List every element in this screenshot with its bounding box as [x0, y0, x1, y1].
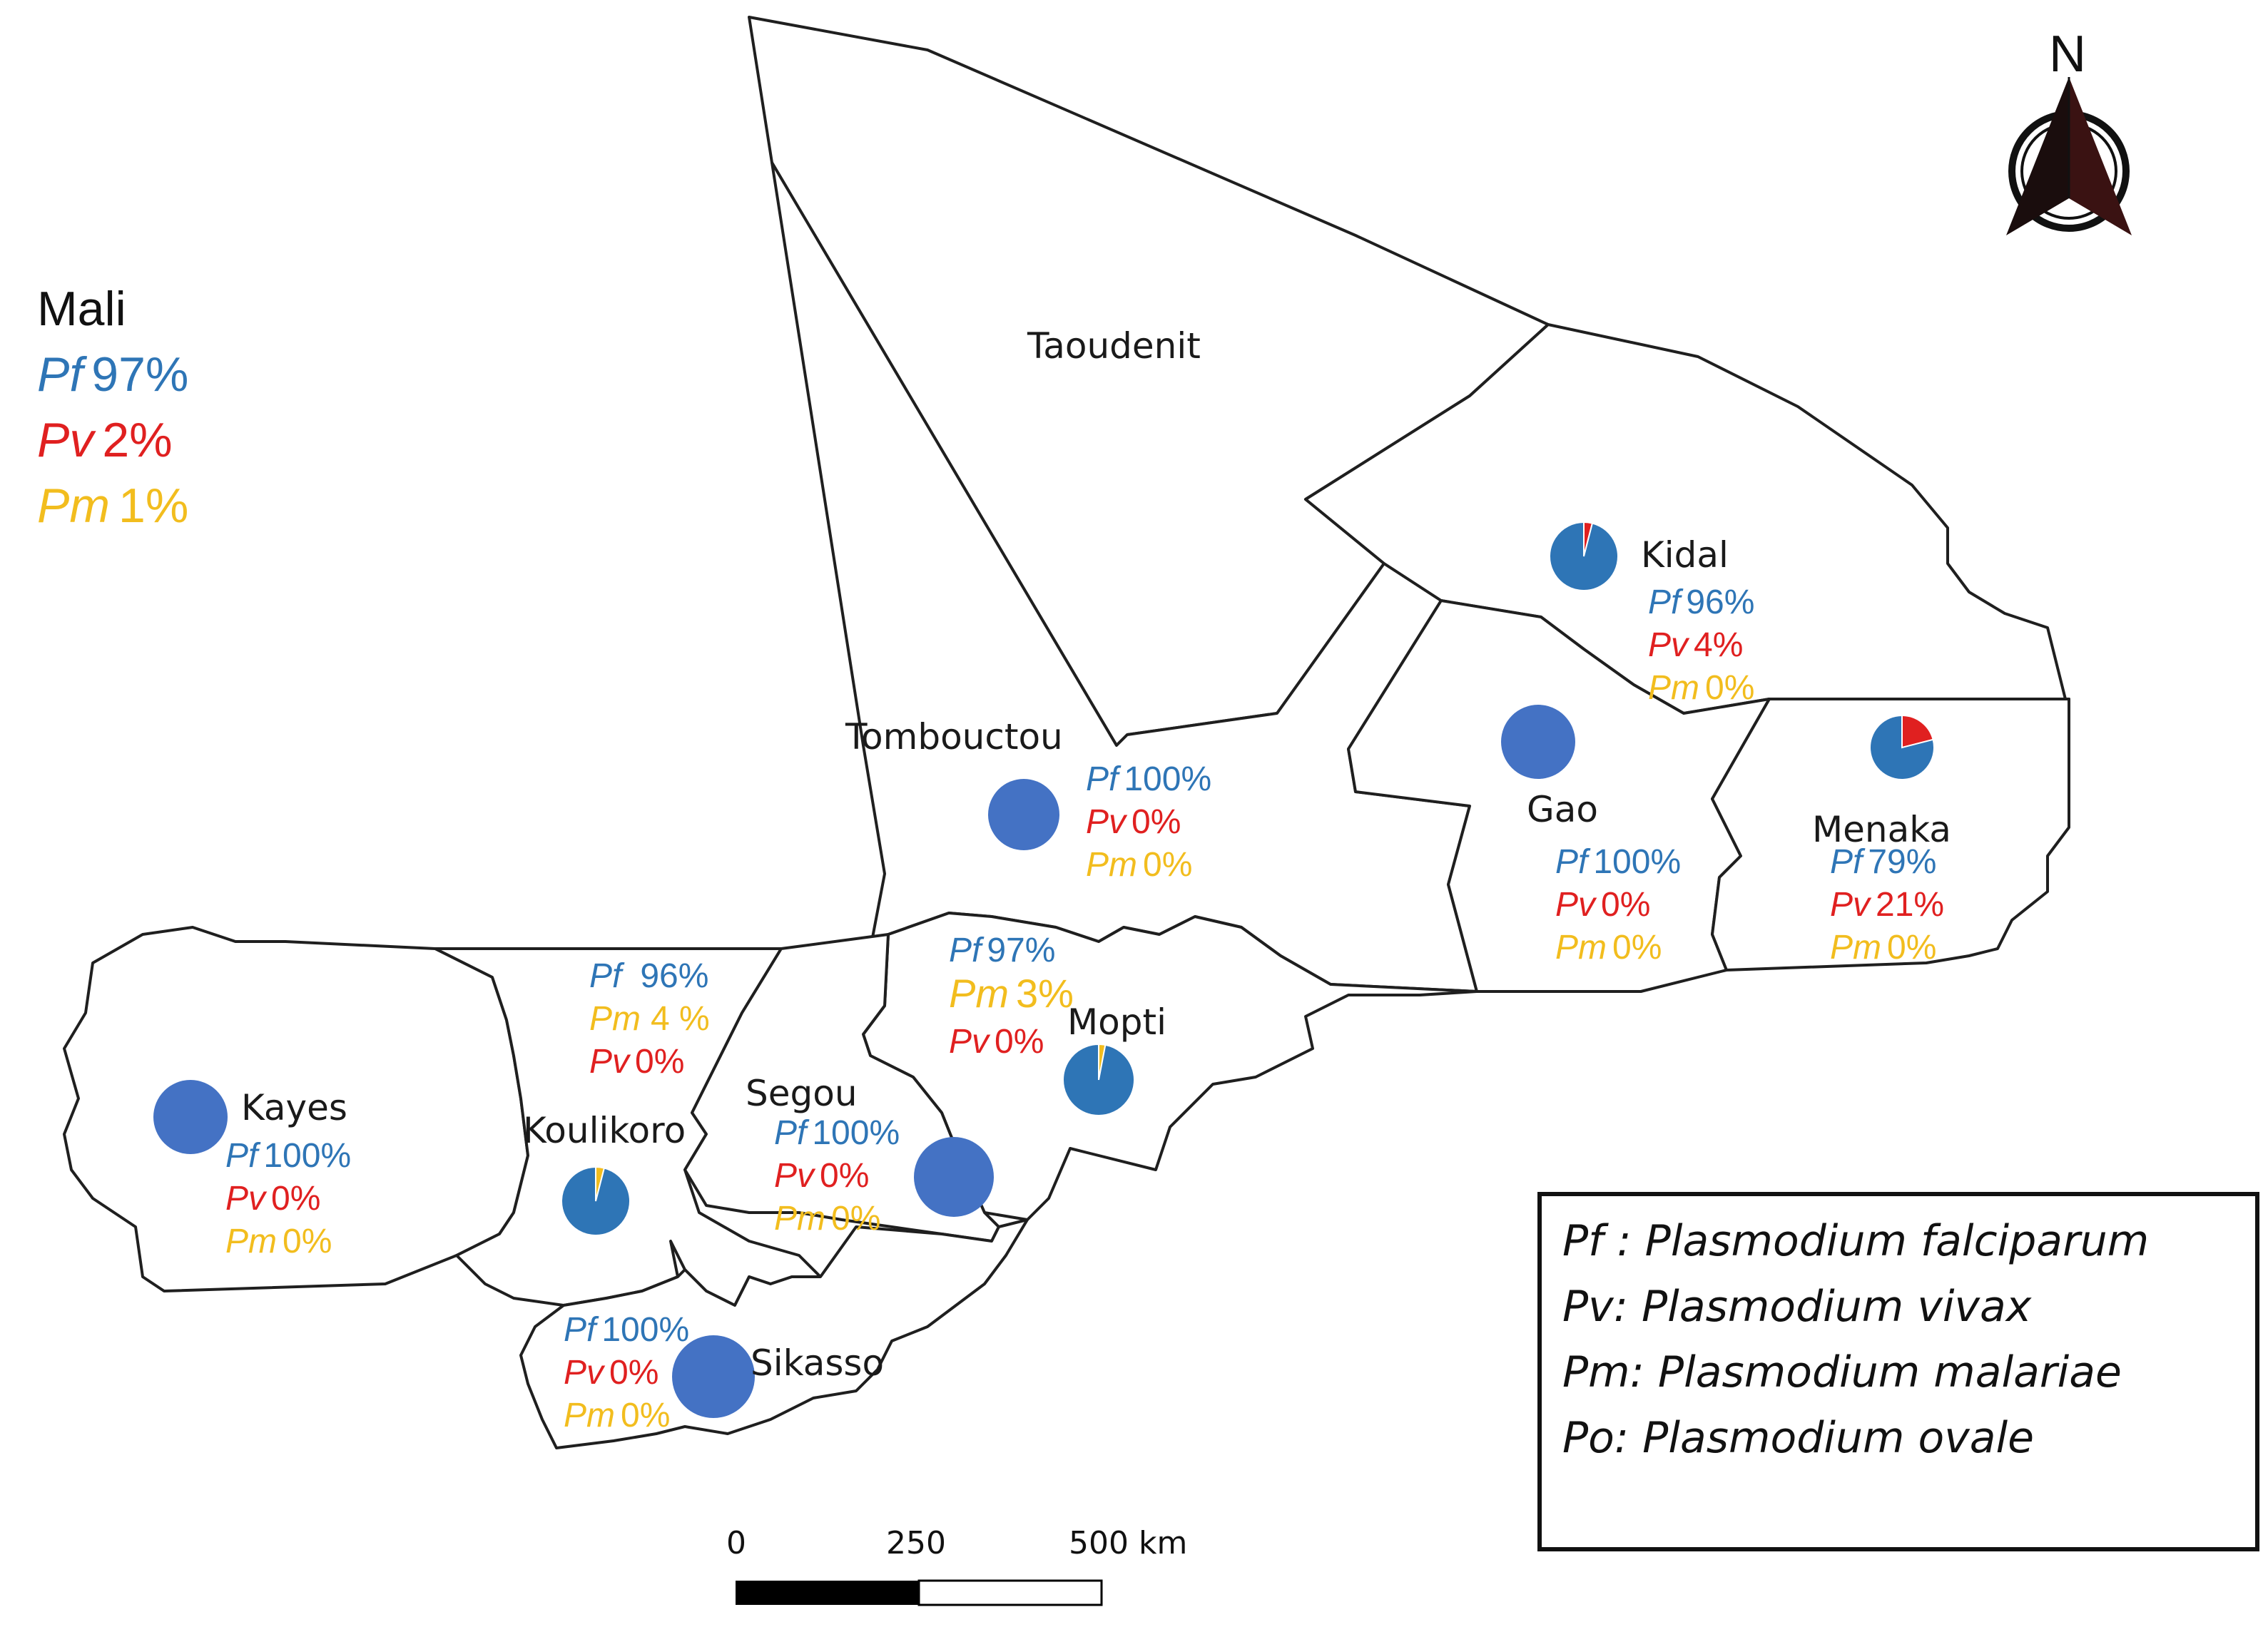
- region-stats-kidal: Pf 96% Pv 4% Pm 0%: [1648, 583, 1754, 707]
- svg-text:Pv0%: Pv 0%: [949, 1023, 1044, 1061]
- pie-slice-sikasso-pf: [672, 1335, 755, 1418]
- overview-row-pm: Pm 1%: [37, 479, 188, 533]
- species-legend: Pf : Plasmodium falciparum Pv: Plasmodiu…: [1537, 1192, 2259, 1551]
- region-stats-koulikoro: Pf 96% Pm 4 % Pv 0%: [589, 957, 710, 1081]
- region-stats-menaka: Pf 79% Pv 21% Pm 0%: [1830, 843, 1944, 967]
- svg-text:Pv0%: Pv 0%: [1086, 803, 1181, 841]
- pie-slice-menaka-pf: [1869, 714, 1936, 780]
- region-name-mopti: Mopti: [1067, 1001, 1166, 1043]
- svg-text:Pm0%: Pm 0%: [564, 1397, 670, 1434]
- pie-slice-koulikoro-pf: [561, 1166, 631, 1236]
- region-name-koulikoro: Koulikoro: [523, 1110, 686, 1151]
- scale-label-0: 0: [726, 1525, 746, 1561]
- svg-text:Pm0%: Pm 0%: [774, 1200, 880, 1238]
- svg-text:Pv0%: Pv 0%: [589, 1043, 684, 1081]
- legend-item-pm: Pm: Plasmodium malariae: [1562, 1347, 2122, 1397]
- scale-segment-white: [917, 1579, 1103, 1606]
- scale-label-250: 250: [886, 1525, 946, 1561]
- pie-slice-tombouctou-pf: [988, 779, 1059, 850]
- svg-text:Pm0%: Pm 0%: [1555, 929, 1662, 967]
- region-boundaries: [63, 16, 2070, 1449]
- region-stats-kayes: Pf 100% Pv 0% Pm 0%: [225, 1137, 351, 1260]
- region-name-menaka: Menaka: [1812, 809, 1951, 850]
- svg-text:Pm0%: Pm 0%: [225, 1223, 332, 1260]
- pie-slice-kidal-pf: [1549, 521, 1619, 591]
- region-name-taoudenit: Taoudenit: [1027, 325, 1201, 367]
- scale-label-500km: 500 km: [1069, 1525, 1187, 1561]
- svg-text:Pv4%: Pv 4%: [1648, 626, 1743, 664]
- svg-text:Pv0%: Pv 0%: [1555, 886, 1650, 924]
- region-name-segou: Segou: [746, 1073, 858, 1114]
- region-stats-segou: Pf 100% Pv 0% Pm 0%: [774, 1114, 900, 1238]
- legend-item-po: Po: Plasmodium ovale: [1562, 1413, 2034, 1463]
- region-stats-mopti: Pf 97% Pm 3% Pv 0%: [949, 932, 1074, 1061]
- region-name-kayes: Kayes: [241, 1087, 347, 1128]
- pie-slice-menaka-pv: [1901, 714, 1934, 749]
- svg-text:Pm4 %: Pm 4 %: [589, 1000, 710, 1038]
- svg-text:Pm0%: Pm 0%: [1648, 669, 1754, 707]
- svg-text:Pm3%: Pm 3%: [949, 971, 1074, 1016]
- region-pie-charts: [153, 521, 1936, 1418]
- svg-text:Pv0%: Pv 0%: [225, 1180, 320, 1218]
- svg-text:Pm0%: Pm 0%: [1830, 929, 1936, 967]
- region-stats-sikasso: Pf 100% Pv 0% Pm 0%: [564, 1311, 689, 1434]
- legend-item-pv: Pv: Plasmodium vivax: [1562, 1282, 2032, 1332]
- scale-bar: 0 250 500 km: [726, 1525, 1187, 1606]
- region-name-gao: Gao: [1527, 789, 1598, 830]
- pie-slice-mopti-pf: [1062, 1043, 1135, 1116]
- region-sikasso-shape[interactable]: [519, 1218, 1029, 1449]
- svg-text:Pv0%: Pv 0%: [774, 1157, 869, 1195]
- overview-row-pf: Pf 97%: [37, 347, 188, 402]
- overview-row-pv: Pv 2%: [37, 413, 173, 467]
- country-name: Mali: [37, 282, 126, 336]
- region-name-sikasso: Sikasso: [751, 1342, 884, 1384]
- north-label: N: [2049, 26, 2086, 83]
- svg-text:Pv0%: Pv 0%: [564, 1354, 658, 1392]
- svg-text:Pm0%: Pm 0%: [1086, 846, 1192, 884]
- pie-slice-segou-pf: [914, 1137, 994, 1217]
- legend-box: [1537, 1192, 2259, 1551]
- region-stats-gao: Pf 100% Pv 0% Pm 0%: [1555, 843, 1681, 967]
- country-overview: Mali Pf 97% Pv 2% Pm 1%: [37, 282, 188, 533]
- scale-segment-black: [736, 1581, 919, 1605]
- region-name-tombouctou: Tombouctou: [845, 716, 1063, 758]
- region-menaka-shape[interactable]: [1711, 698, 2070, 971]
- region-stats-tombouctou: Pf 100% Pv 0% Pm 0%: [1086, 760, 1211, 884]
- pie-slice-kayes-pf: [153, 1080, 228, 1154]
- north-arrow-icon: N: [2006, 26, 2132, 235]
- pie-slice-gao-pf: [1501, 705, 1575, 779]
- legend-item-pf: Pf : Plasmodium falciparum: [1562, 1216, 2149, 1266]
- region-name-kidal: Kidal: [1641, 534, 1729, 576]
